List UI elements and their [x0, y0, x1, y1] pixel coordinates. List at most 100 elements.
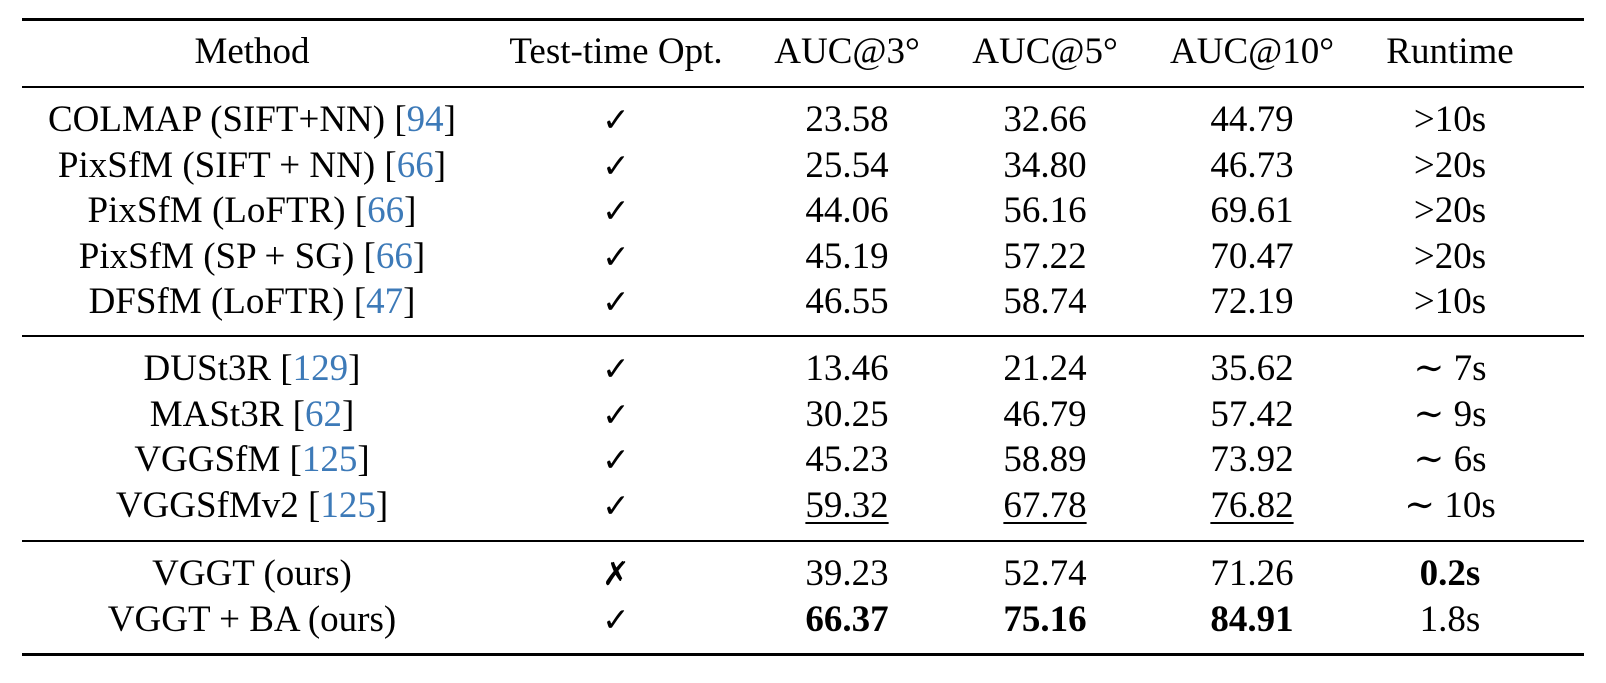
check-mark-icon: ✓ — [602, 485, 630, 525]
runtime-cell: 0.2s — [1419, 553, 1481, 594]
cross-mark-icon: ✗ — [602, 554, 630, 593]
method-cell: PixSfM (LoFTR) [66] — [88, 188, 417, 234]
runtime-cell: ∼ 7s — [1413, 348, 1487, 389]
citation-bracket: ] — [404, 190, 417, 231]
runtime-cell: >20s — [1413, 235, 1487, 277]
method-cell: VGGSfM [125] — [134, 437, 369, 483]
method-name: PixSfM (SIFT + NN) [ — [57, 144, 397, 186]
auc10-cell: 46.73 — [1210, 144, 1294, 186]
citation-link[interactable]: 129 — [292, 348, 349, 389]
table-row: VGGT (ours) ✗ 39.23 52.74 71.26 0.2s — [22, 551, 1584, 597]
runtime-cell: >20s — [1413, 190, 1487, 231]
method-cell: VGGT (ours) — [152, 551, 352, 597]
citation-bracket: ] — [375, 484, 389, 526]
runtime-cell: 1.8s — [1419, 598, 1481, 640]
auc3-cell: 59.32 — [805, 484, 889, 526]
method-name: PixSfM (SP + SG) [ — [78, 235, 376, 277]
citation-bracket: ] — [357, 439, 370, 480]
table-row: PixSfM (LoFTR) [66] ✓ 44.06 56.16 69.61 >20s — [22, 188, 1584, 234]
check-mark-icon: ✓ — [602, 100, 630, 139]
method-name: COLMAP (SIFT+NN) [ — [47, 99, 407, 140]
method-cell: VGGT + BA (ours) — [108, 597, 396, 643]
header-rule — [22, 86, 1584, 88]
auc5-cell: 46.79 — [1003, 393, 1087, 435]
citation-link[interactable]: 62 — [304, 393, 342, 435]
auc10-cell: 44.79 — [1210, 99, 1294, 140]
check-mark-icon: ✓ — [602, 145, 630, 185]
runtime-cell: >10s — [1413, 99, 1487, 140]
auc3-cell: 25.54 — [805, 144, 889, 186]
runtime-cell: >10s — [1413, 281, 1487, 322]
table-row: DFSfM (LoFTR) [47] ✓ 46.55 58.74 72.19 >10s — [22, 279, 1584, 325]
method-name: VGGT + BA (ours) — [107, 598, 397, 640]
group-rule-2 — [22, 540, 1584, 542]
method-name: PixSfM (LoFTR) [ — [87, 190, 368, 231]
method-cell: COLMAP (SIFT+NN) [94] — [48, 97, 456, 143]
citation-bracket: ] — [443, 99, 457, 140]
header-auc10: AUC@10° — [1170, 31, 1334, 72]
method-name: MASt3R [ — [149, 393, 305, 435]
method-cell: DFSfM (LoFTR) [47] — [89, 279, 416, 325]
method-name: VGGSfM [ — [134, 439, 302, 480]
auc10-cell: 76.82 — [1210, 484, 1294, 526]
header-auc3: AUC@3° — [774, 31, 920, 72]
auc10-cell: 84.91 — [1210, 598, 1294, 640]
runtime-cell: ∼ 10s — [1404, 484, 1496, 526]
method-name: DUSt3R [ — [143, 348, 293, 389]
method-cell: DUSt3R [129] — [144, 346, 361, 392]
citation-bracket: ] — [341, 393, 355, 435]
citation-link[interactable]: 66 — [396, 144, 434, 186]
runtime-cell: >20s — [1413, 144, 1487, 186]
table-row: VGGSfM [125] ✓ 45.23 58.89 73.92 ∼ 6s — [22, 437, 1584, 483]
auc10-cell: 57.42 — [1210, 393, 1294, 435]
auc5-cell: 56.16 — [1003, 190, 1087, 231]
header-method: Method — [194, 31, 310, 72]
citation-bracket: ] — [412, 235, 426, 277]
header-auc5: AUC@5° — [972, 31, 1118, 72]
check-mark-icon: ✓ — [602, 394, 630, 434]
citation-link[interactable]: 47 — [366, 281, 404, 322]
method-cell: PixSfM (SIFT + NN) [66] — [58, 143, 446, 189]
auc10-cell: 69.61 — [1210, 190, 1294, 231]
citation-bracket: ] — [433, 144, 447, 186]
method-name: VGGSfMv2 [ — [115, 484, 321, 526]
citation-link[interactable]: 125 — [320, 484, 376, 526]
header-test-time-opt: Test-time Opt. — [509, 31, 723, 72]
auc3-cell: 66.37 — [805, 598, 889, 640]
citation-link[interactable]: 125 — [301, 439, 358, 480]
table-row: VGGT + BA (ours) ✓ 66.37 75.16 84.91 1.8s — [22, 597, 1584, 643]
method-name: DFSfM (LoFTR) [ — [88, 281, 367, 322]
auc5-cell: 58.74 — [1003, 281, 1087, 322]
auc5-cell: 67.78 — [1003, 484, 1087, 526]
method-cell: VGGSfMv2 [125] — [116, 483, 388, 529]
citation-link[interactable]: 66 — [367, 190, 405, 231]
auc3-cell: 45.19 — [805, 235, 889, 277]
auc3-cell: 46.55 — [805, 281, 889, 322]
check-mark-icon: ✓ — [602, 191, 630, 230]
auc3-cell: 45.23 — [805, 439, 889, 480]
header-runtime: Runtime — [1386, 31, 1514, 72]
table-row: PixSfM (SP + SG) [66] ✓ 45.19 57.22 70.47 >20… — [22, 234, 1584, 280]
check-mark-icon: ✓ — [602, 236, 630, 276]
table-row: MASt3R [62] ✓ 30.25 46.79 57.42 ∼ 9s — [22, 392, 1584, 438]
check-mark-icon: ✓ — [602, 349, 630, 388]
group-rule-1 — [22, 335, 1584, 337]
method-cell: PixSfM (SP + SG) [66] — [79, 234, 425, 280]
table-row: VGGSfMv2 [125] ✓ 59.32 67.78 76.82 ∼ 10s — [22, 483, 1584, 529]
auc5-cell: 52.74 — [1003, 553, 1087, 594]
table-row: PixSfM (SIFT + NN) [66] ✓ 25.54 34.80 46.73 >… — [22, 143, 1584, 189]
check-mark-icon: ✓ — [602, 599, 630, 639]
top-rule — [22, 18, 1584, 21]
auc3-cell: 13.46 — [805, 348, 889, 389]
check-mark-icon: ✓ — [602, 440, 630, 479]
method-cell: MASt3R [62] — [150, 392, 355, 438]
bottom-rule — [22, 653, 1584, 656]
auc10-cell: 72.19 — [1210, 281, 1294, 322]
citation-link[interactable]: 66 — [375, 235, 413, 277]
citation-link[interactable]: 94 — [406, 99, 444, 140]
auc5-cell: 57.22 — [1003, 235, 1087, 277]
auc5-cell: 58.89 — [1003, 439, 1087, 480]
auc5-cell: 21.24 — [1003, 348, 1087, 389]
citation-bracket: ] — [348, 348, 361, 389]
table-row: DUSt3R [129] ✓ 13.46 21.24 35.62 ∼ 7s — [22, 346, 1584, 392]
